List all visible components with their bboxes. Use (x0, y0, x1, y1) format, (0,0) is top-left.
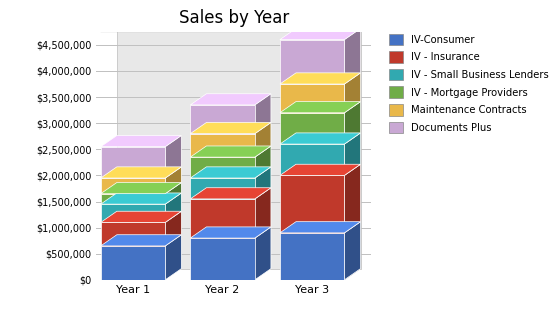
Polygon shape (165, 135, 182, 178)
Polygon shape (255, 227, 271, 280)
Polygon shape (255, 146, 271, 178)
Polygon shape (280, 40, 344, 84)
Polygon shape (280, 84, 344, 113)
Polygon shape (190, 122, 271, 134)
Polygon shape (280, 73, 360, 84)
Polygon shape (101, 167, 182, 178)
Polygon shape (344, 29, 360, 84)
Polygon shape (165, 235, 182, 280)
Polygon shape (344, 133, 360, 176)
Polygon shape (101, 204, 165, 222)
Polygon shape (280, 101, 360, 113)
Polygon shape (101, 235, 182, 246)
Polygon shape (101, 211, 182, 222)
Legend: IV-Consumer, IV - Insurance, IV - Small Business Lenders, IV - Mortgage Provider: IV-Consumer, IV - Insurance, IV - Small … (387, 32, 550, 135)
Polygon shape (101, 147, 165, 178)
Polygon shape (101, 178, 165, 194)
Polygon shape (101, 246, 165, 280)
Polygon shape (255, 167, 271, 199)
Polygon shape (190, 105, 255, 134)
Polygon shape (344, 164, 360, 233)
Polygon shape (280, 176, 344, 233)
Polygon shape (190, 227, 271, 238)
Polygon shape (101, 194, 165, 204)
Polygon shape (190, 167, 271, 178)
Polygon shape (280, 164, 360, 176)
Polygon shape (101, 222, 165, 246)
Polygon shape (101, 135, 182, 147)
Polygon shape (280, 222, 360, 233)
Polygon shape (280, 113, 344, 144)
Polygon shape (280, 29, 360, 40)
Polygon shape (165, 183, 182, 204)
Polygon shape (344, 101, 360, 144)
Polygon shape (344, 21, 360, 280)
Polygon shape (190, 188, 271, 199)
Polygon shape (190, 238, 255, 280)
Polygon shape (344, 73, 360, 113)
Polygon shape (190, 199, 255, 238)
Polygon shape (165, 211, 182, 246)
Polygon shape (117, 21, 360, 269)
Polygon shape (190, 134, 255, 157)
Polygon shape (101, 183, 182, 194)
Polygon shape (190, 178, 255, 199)
Title: Sales by Year: Sales by Year (179, 10, 289, 27)
Polygon shape (280, 133, 360, 144)
Polygon shape (101, 193, 182, 204)
Polygon shape (255, 188, 271, 238)
Polygon shape (255, 122, 271, 157)
Polygon shape (190, 157, 255, 178)
Polygon shape (165, 193, 182, 222)
Polygon shape (190, 94, 271, 105)
Polygon shape (280, 233, 344, 280)
Polygon shape (165, 167, 182, 194)
Polygon shape (280, 144, 344, 176)
Polygon shape (101, 21, 360, 32)
Polygon shape (344, 222, 360, 280)
Polygon shape (190, 146, 271, 157)
Polygon shape (255, 94, 271, 134)
